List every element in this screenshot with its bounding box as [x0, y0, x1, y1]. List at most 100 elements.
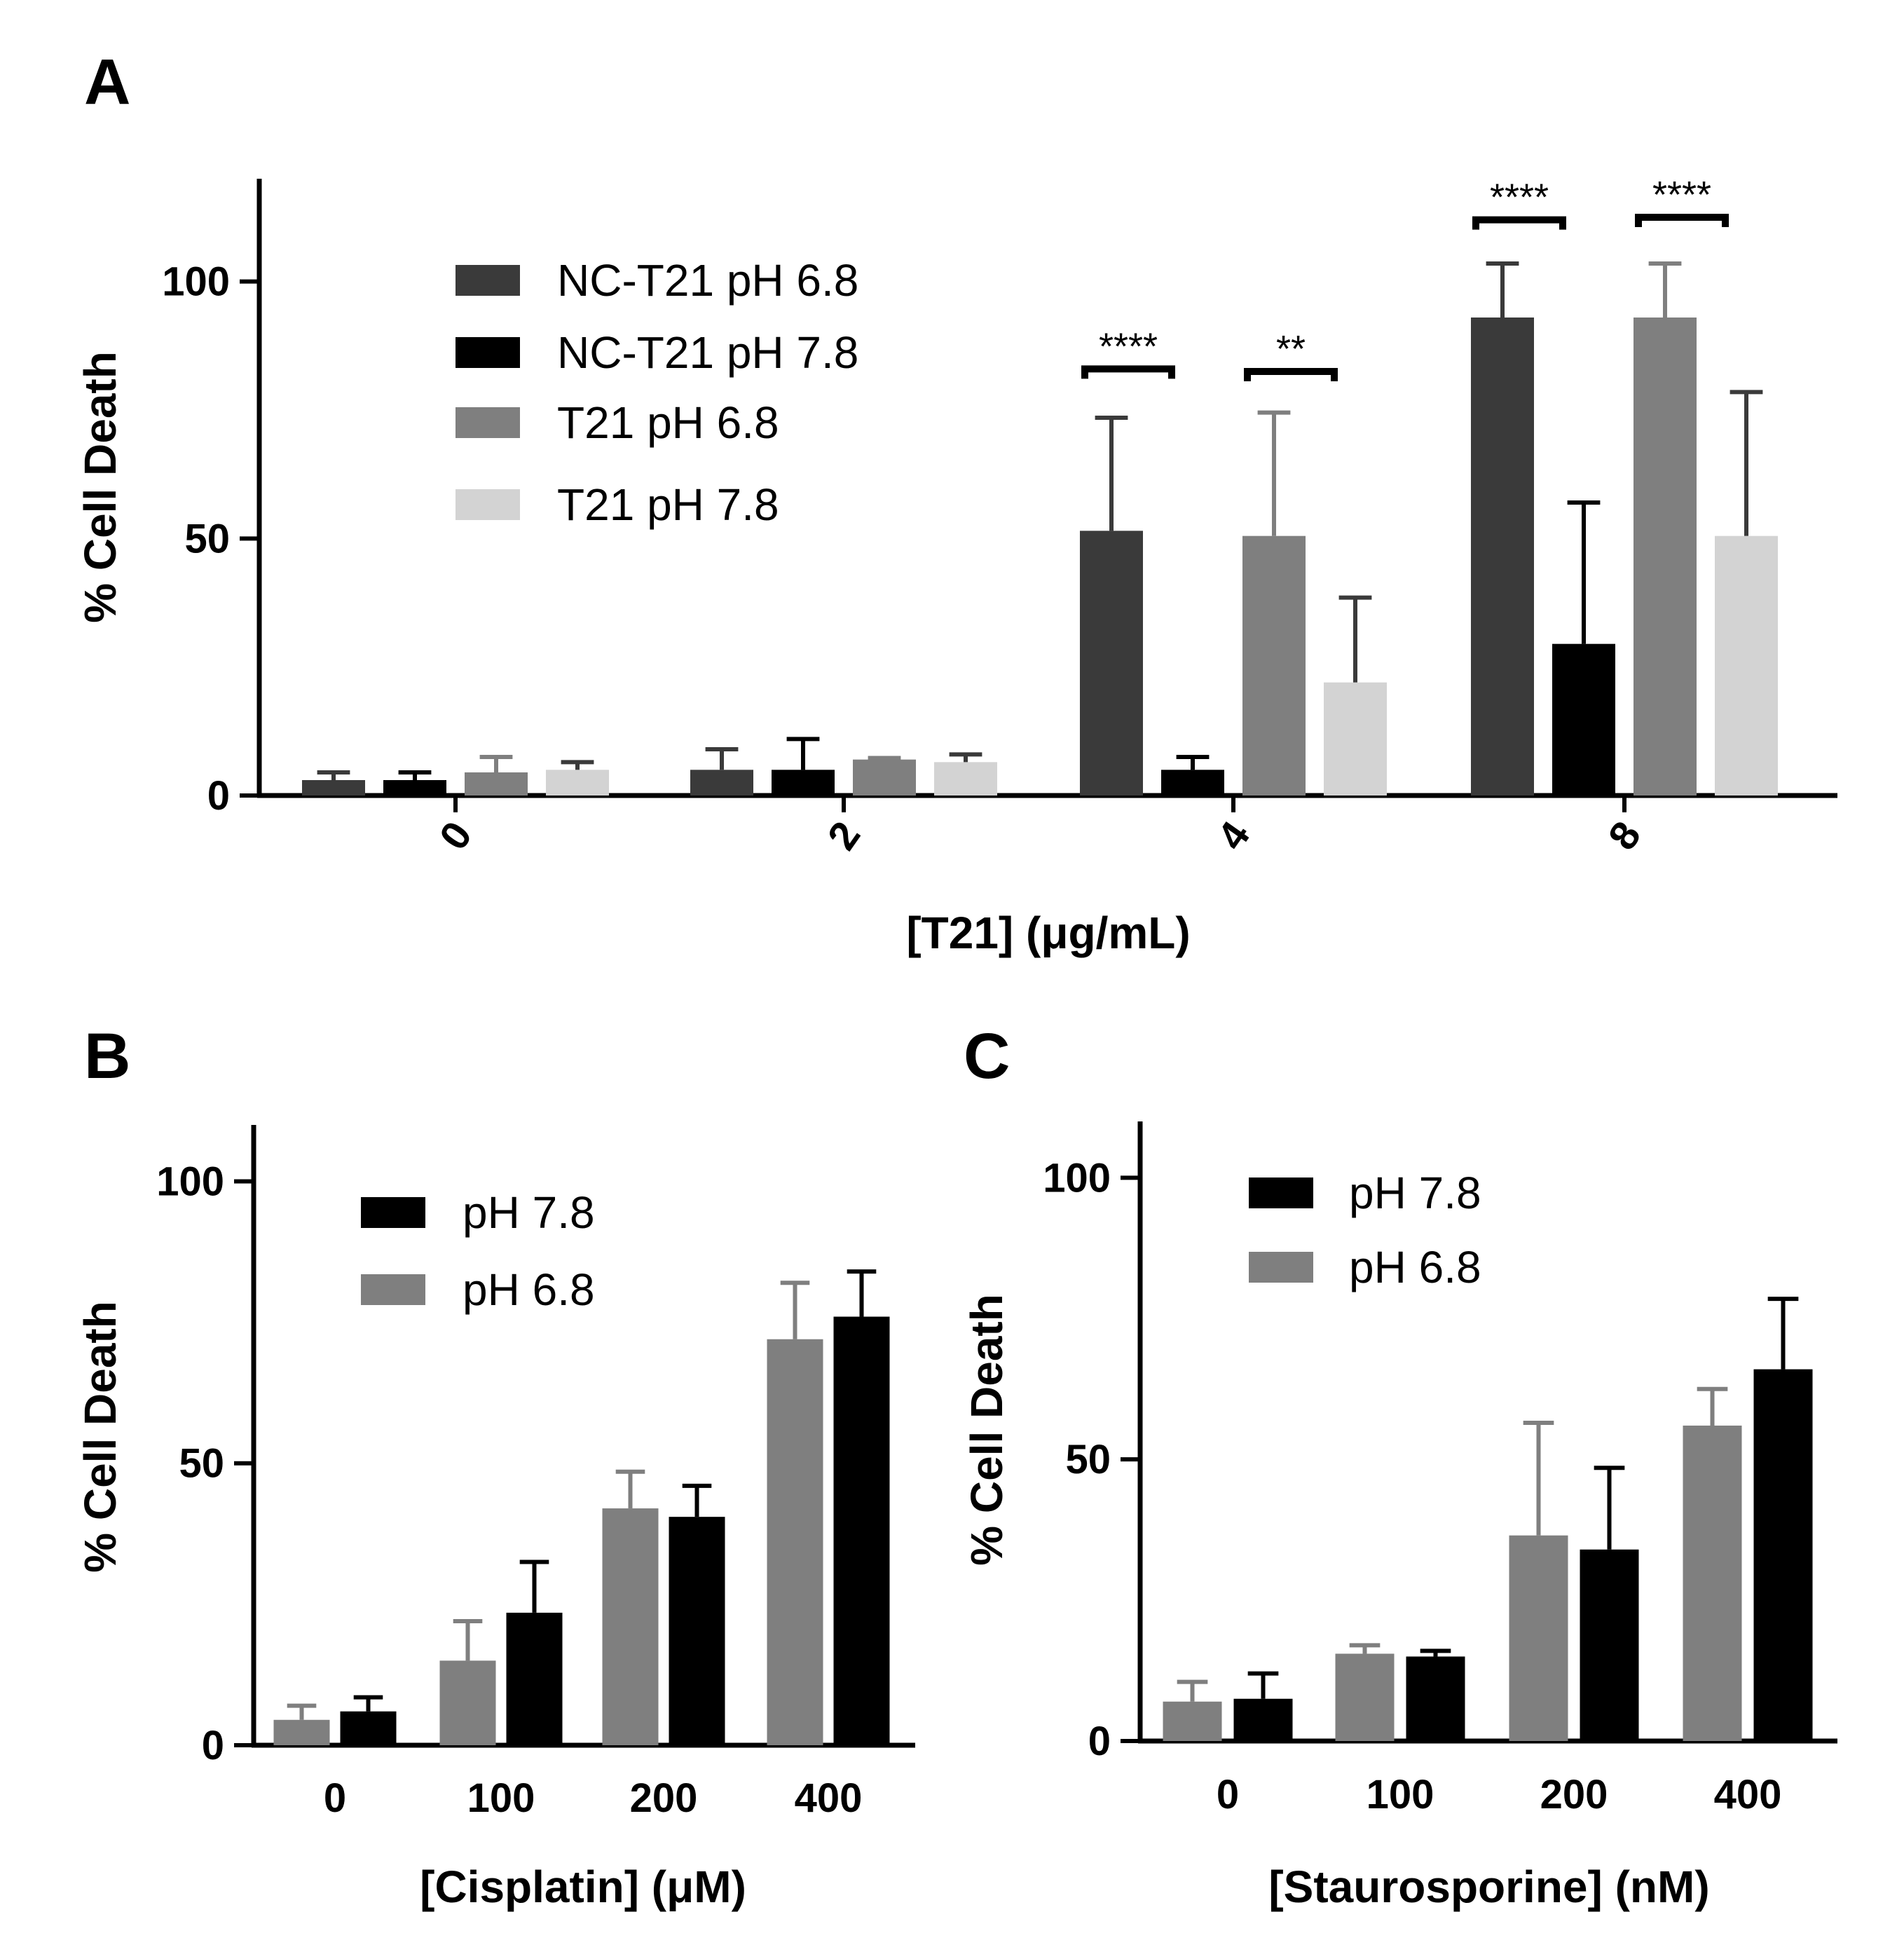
panel-b-y-ticks: 0 50 100	[156, 1159, 254, 1768]
panel-a-legend-label: T21 pH 6.8	[557, 397, 779, 448]
panel-a-significance-label: ****	[1652, 174, 1711, 216]
panel-letter-c: C	[964, 1021, 1010, 1092]
panel-a-bar	[465, 772, 528, 796]
panel-a-bar	[1471, 318, 1534, 796]
panel-b-x-title: [Cisplatin] (μM)	[420, 1862, 746, 1912]
panel-b-bar	[439, 1660, 496, 1745]
panel-a-bar	[690, 770, 753, 796]
panel-c-x-tick-label: 100	[1367, 1772, 1434, 1817]
panel-c-bar	[1335, 1653, 1395, 1741]
panel-a-bars	[302, 261, 1778, 796]
panel-a-bar	[772, 770, 835, 796]
panel-a-bar	[853, 759, 916, 796]
panel-b-bar	[273, 1719, 330, 1745]
panel-c-bars	[1163, 1297, 1813, 1741]
panel-a-x-tick-label: 8	[1600, 813, 1650, 858]
panel-letter-a: A	[84, 46, 130, 118]
panel-b-y-tick-label: 100	[156, 1159, 224, 1204]
panel-a-bar	[1242, 535, 1306, 796]
panel-b-bars	[273, 1269, 890, 1745]
panel-b-x-tick-label: 100	[467, 1775, 535, 1821]
panel-c-bar	[1406, 1656, 1465, 1741]
panel-a-y-tick-label: 100	[162, 259, 230, 305]
panel-a-legend-label: T21 pH 7.8	[557, 479, 779, 530]
panel-a-significance-bracket	[1081, 365, 1175, 379]
panel-c-y-ticks: 0 50 100	[1043, 1155, 1140, 1764]
panel-b-bar	[340, 1711, 397, 1745]
panel-a-x-tick-label: 4	[1209, 813, 1259, 858]
panel-c-x-tick-label: 0	[1217, 1772, 1239, 1817]
panel-a-bar	[1161, 770, 1224, 796]
panel-b-legend-label: pH 6.8	[463, 1264, 595, 1315]
panel-a-significance-label: ****	[1490, 177, 1549, 219]
panel-a-legend: NC-T21 pH 6.8 NC-T21 pH 7.8 T21 pH 6.8 T21 …	[456, 255, 858, 530]
panel-letter-b: B	[84, 1021, 130, 1092]
panel-a-x-ticks: 0 2 4 8	[431, 796, 1650, 858]
panel-a-bar	[934, 762, 997, 796]
panel-c-legend: pH 7.8 pH 6.8	[1249, 1168, 1481, 1292]
panel-c-y-tick-label: 100	[1043, 1155, 1111, 1201]
panel-b-x-tick-label: 200	[630, 1775, 698, 1821]
panel-c-x-tick-label: 400	[1714, 1772, 1782, 1817]
panel-a-legend-swatch	[456, 489, 520, 520]
panel-c-bar	[1509, 1535, 1568, 1741]
panel-c-bar	[1163, 1701, 1222, 1741]
panel-b-y-tick-label: 0	[202, 1723, 224, 1768]
panel-a-significance-bracket	[1472, 216, 1566, 230]
panel-a-legend-label: NC-T21 pH 7.8	[557, 327, 858, 378]
panel-c-legend-label: pH 6.8	[1349, 1242, 1481, 1292]
panel-b-legend-label: pH 7.8	[463, 1187, 595, 1238]
panel-a-x-title: [T21] (μg/mL)	[906, 908, 1190, 958]
panel-b-legend-swatch	[361, 1197, 425, 1228]
panel-a-legend-swatch	[456, 407, 520, 438]
panel-c-x-title: [Staurosporine] (nM)	[1268, 1862, 1709, 1912]
panel-c-x-tick-label: 200	[1540, 1772, 1608, 1817]
panel-a-significance-bracket	[1635, 214, 1729, 227]
panel-a-bar	[383, 780, 446, 796]
panel-b-y-title: % Cell Death	[75, 1301, 125, 1573]
panel-b-bar	[602, 1508, 659, 1745]
panel-c-x-ticks: 0 100 200 400	[1217, 1772, 1782, 1817]
panel-a-bar	[1080, 531, 1143, 796]
panel-b-y-tick-label: 50	[179, 1441, 224, 1487]
panel-b-legend-swatch	[361, 1274, 425, 1305]
panel-c-legend-label: pH 7.8	[1349, 1168, 1481, 1218]
panel-a-significance: **** ****** ****	[1081, 174, 1729, 381]
panel-c-bar	[1753, 1369, 1813, 1741]
panel-b-x-tick-label: 400	[795, 1775, 863, 1821]
panel-c-legend-swatch	[1249, 1178, 1313, 1208]
panel-c-bar	[1580, 1549, 1639, 1741]
panel-a-significance-bracket	[1244, 368, 1338, 381]
panel-a-x-tick-label: 0	[431, 813, 481, 858]
panel-b-bar	[506, 1612, 563, 1745]
panel-a-y-ticks: 0 50 100	[162, 259, 259, 819]
panel-a-legend-label: NC-T21 pH 6.8	[557, 255, 858, 306]
panel-b-bar	[669, 1517, 725, 1745]
panel-a-y-title: % Cell Death	[75, 351, 125, 623]
panel-c-y-tick-label: 50	[1065, 1437, 1111, 1482]
panel-a-y-tick-label: 50	[184, 516, 230, 561]
panel-a-legend-swatch	[456, 337, 520, 368]
panel-a-bar	[1324, 682, 1387, 796]
panel-a-bar	[1552, 643, 1615, 796]
panel-a-bar	[546, 770, 609, 796]
panel-c-legend-swatch	[1249, 1252, 1313, 1283]
panel-a-significance-label: ****	[1099, 325, 1158, 367]
panel-a-bar	[1634, 318, 1697, 796]
panel-a-legend-swatch	[456, 265, 520, 296]
panel-b-legend: pH 7.8 pH 6.8	[361, 1187, 595, 1315]
panel-c-y-tick-label: 0	[1088, 1719, 1111, 1764]
panel-b-x-tick-label: 0	[324, 1775, 346, 1821]
panel-a-x-tick-label: 2	[819, 813, 870, 858]
panel-a-bar	[1715, 535, 1778, 796]
panel-b-bar	[833, 1316, 890, 1745]
panel-c-y-title: % Cell Death	[961, 1294, 1012, 1566]
panel-b-x-ticks: 0 100 200 400	[324, 1775, 863, 1821]
panel-b-bar	[767, 1339, 823, 1745]
panel-a-y-tick-label: 0	[207, 773, 230, 819]
panel-c-bar	[1683, 1425, 1742, 1741]
panel-a-significance-label: **	[1276, 328, 1306, 370]
panel-c-bar	[1233, 1698, 1293, 1741]
panel-a-bar	[302, 780, 365, 796]
